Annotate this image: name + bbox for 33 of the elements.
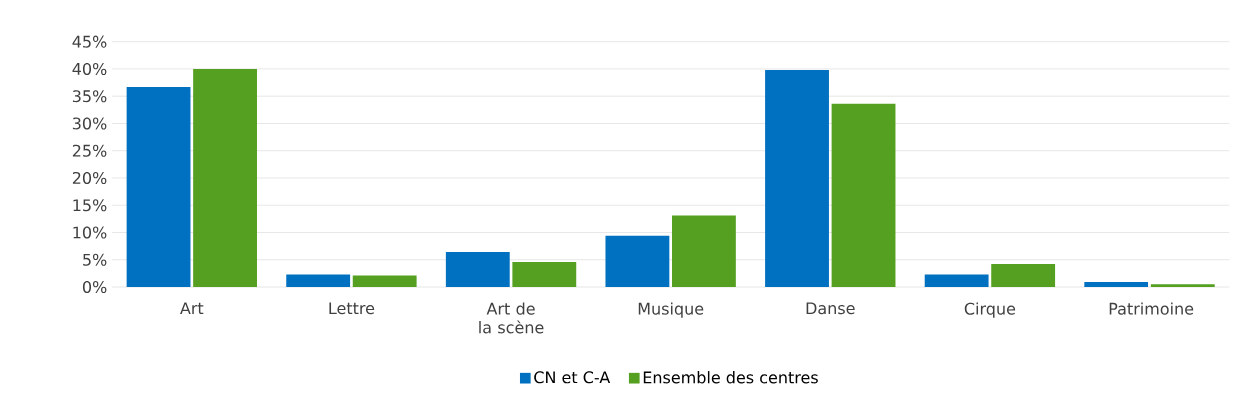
bar	[831, 103, 896, 287]
y-tick-label: 35%	[72, 90, 107, 103]
bar	[352, 275, 417, 287]
y-tick-label: 30%	[72, 117, 107, 130]
bar	[1084, 282, 1149, 287]
bar	[765, 70, 829, 287]
bar	[672, 215, 736, 287]
bar	[924, 274, 989, 287]
x-tick-label: Musique	[638, 302, 704, 318]
x-tick-label: Art	[180, 302, 204, 315]
x-tick-label: Cirque	[964, 302, 1016, 318]
y-tick-label: 5%	[83, 253, 107, 266]
legend-label: Ensemble des centres	[643, 371, 818, 384]
y-tick-label: 40%	[72, 62, 107, 75]
bar	[1150, 284, 1215, 287]
x-tick-label: Danse	[806, 302, 855, 315]
bar	[193, 68, 257, 287]
bar	[605, 235, 670, 287]
x-tick-label: Art de la scène	[479, 302, 544, 334]
y-tick-label: 45%	[72, 35, 107, 48]
y-tick-label: 0%	[82, 280, 107, 294]
y-tick-label: 20%	[72, 171, 107, 185]
x-tick-label: Lettre	[329, 302, 375, 315]
legend-label: CN et C-A	[534, 371, 611, 384]
bar	[445, 252, 510, 287]
y-tick-label: 25%	[72, 144, 107, 157]
x-tick-label: Patrimoine	[1109, 302, 1194, 315]
bar	[126, 86, 191, 287]
y-tick-label: 10%	[73, 226, 107, 239]
bar	[512, 261, 577, 287]
y-tick-label: 15%	[73, 199, 107, 212]
bar	[286, 274, 351, 287]
bar	[991, 264, 1056, 287]
